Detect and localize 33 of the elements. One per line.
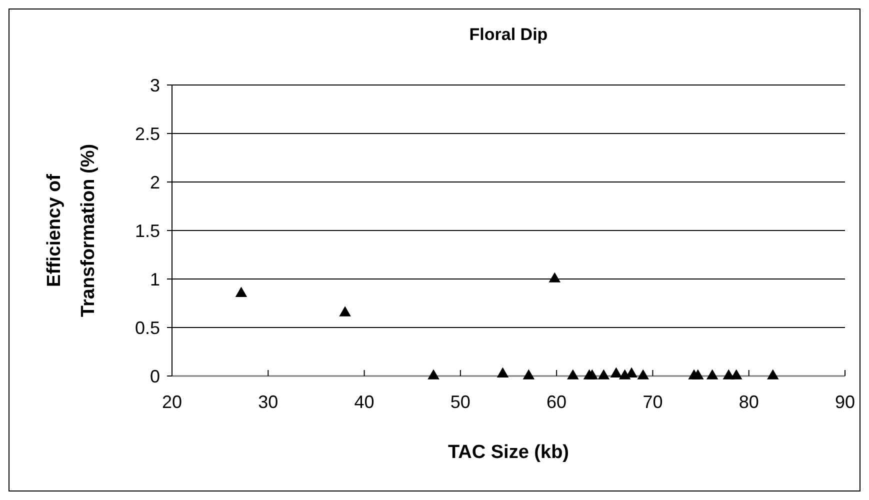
- point: [496, 367, 509, 378]
- y-tick-label: 0.5: [134, 318, 160, 338]
- x-tick-label: 30: [258, 392, 278, 412]
- point: [706, 369, 718, 380]
- point: [522, 369, 535, 380]
- point: [235, 286, 248, 297]
- y-axis-title: Efficiency of Transformation (%): [44, 144, 99, 318]
- point: [428, 369, 440, 380]
- y-tick-label: 2.5: [134, 124, 160, 144]
- point: [637, 369, 649, 380]
- x-tick-label: 80: [738, 392, 759, 412]
- y-tick-label: 1: [150, 269, 160, 290]
- point: [567, 369, 579, 380]
- chart-title: Floral Dip: [469, 25, 548, 44]
- point: [610, 367, 622, 378]
- y-tick-label: 1.5: [134, 220, 160, 241]
- x-tick-label: 20: [162, 392, 182, 412]
- y-tick-label: 3: [150, 75, 160, 96]
- y-tick-label: 2: [150, 172, 160, 192]
- point: [730, 369, 742, 380]
- point: [598, 369, 610, 380]
- point: [692, 369, 704, 380]
- x-axis-title: TAC Size (kb): [448, 442, 570, 463]
- x-tick-label: 60: [546, 392, 567, 412]
- x-tick-label: 90: [834, 392, 856, 412]
- x-tick-label: 50: [450, 392, 470, 412]
- point: [767, 369, 779, 380]
- x-tick-label: 40: [354, 392, 374, 412]
- point: [586, 369, 598, 380]
- point: [548, 272, 561, 282]
- point: [339, 306, 351, 316]
- y-tick-label: 0: [150, 366, 160, 386]
- x-tick-label: 70: [642, 392, 663, 412]
